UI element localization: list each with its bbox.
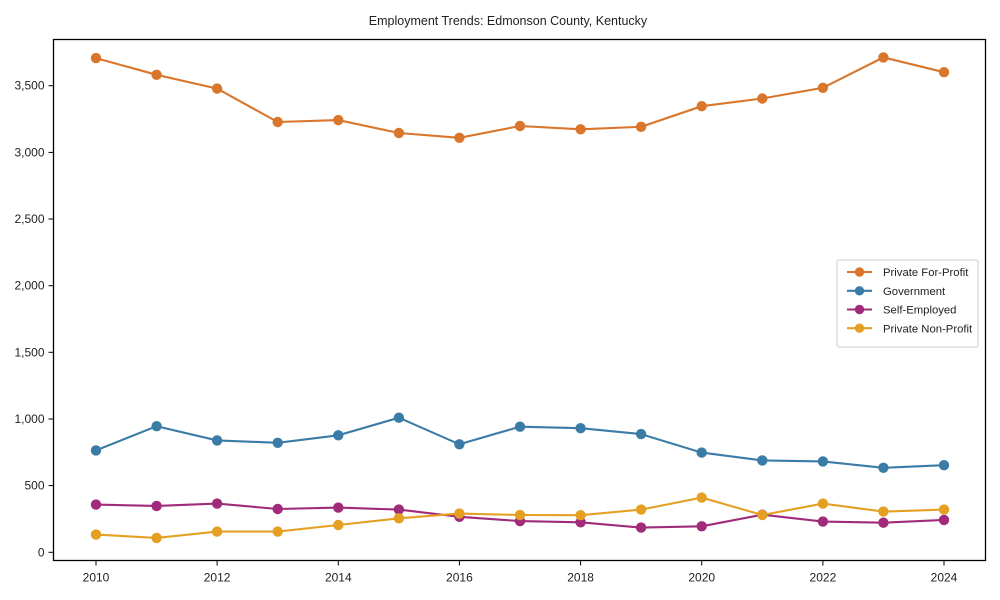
svg-text:3,500: 3,500: [14, 79, 44, 93]
svg-text:2020: 2020: [688, 571, 715, 585]
svg-text:2022: 2022: [810, 571, 837, 585]
svg-text:2010: 2010: [83, 571, 110, 585]
svg-text:3,000: 3,000: [14, 145, 44, 159]
svg-text:Private For-Profit: Private For-Profit: [883, 267, 969, 279]
svg-text:0: 0: [38, 545, 45, 559]
svg-text:1,500: 1,500: [14, 345, 44, 359]
svg-text:2012: 2012: [204, 571, 231, 585]
svg-text:2018: 2018: [567, 571, 594, 585]
svg-text:Self-Employed: Self-Employed: [883, 305, 956, 317]
svg-text:500: 500: [24, 479, 44, 493]
svg-text:2016: 2016: [446, 571, 473, 585]
svg-text:2,000: 2,000: [14, 279, 44, 293]
svg-text:1,000: 1,000: [14, 412, 44, 426]
svg-text:Government: Government: [883, 286, 946, 298]
svg-text:Private Non-Profit: Private Non-Profit: [883, 323, 973, 335]
svg-text:2,500: 2,500: [14, 212, 44, 226]
svg-text:2024: 2024: [931, 571, 958, 585]
svg-text:2014: 2014: [325, 571, 352, 585]
